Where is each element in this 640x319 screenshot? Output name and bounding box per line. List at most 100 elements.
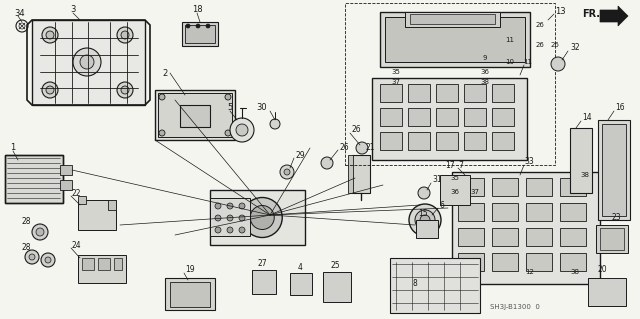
Text: 26: 26: [550, 42, 559, 48]
Bar: [436, 84, 458, 102]
Text: 3: 3: [70, 5, 76, 14]
Circle shape: [236, 124, 248, 136]
Circle shape: [230, 118, 254, 142]
Circle shape: [250, 205, 275, 229]
Bar: [526, 228, 552, 246]
Text: 37: 37: [392, 79, 401, 85]
Text: 11: 11: [506, 37, 515, 43]
Bar: [492, 228, 518, 246]
Text: 33: 33: [524, 158, 534, 167]
Circle shape: [42, 27, 58, 43]
Circle shape: [196, 24, 200, 28]
Circle shape: [73, 48, 101, 76]
Bar: [210, 190, 305, 245]
Bar: [165, 278, 215, 310]
Text: 20: 20: [597, 265, 607, 275]
Bar: [464, 132, 486, 150]
Circle shape: [117, 27, 133, 43]
Bar: [390, 258, 480, 313]
Bar: [78, 200, 116, 230]
Circle shape: [227, 227, 233, 233]
Text: 26: 26: [536, 22, 545, 28]
Text: 31: 31: [432, 175, 442, 184]
Circle shape: [45, 257, 51, 263]
Text: 13: 13: [555, 6, 566, 16]
Bar: [170, 282, 210, 307]
Text: 18: 18: [192, 5, 202, 14]
Bar: [78, 255, 126, 283]
Bar: [526, 203, 552, 221]
Bar: [114, 258, 122, 270]
Bar: [380, 108, 402, 126]
Bar: [492, 132, 514, 150]
Text: SH3J-B1300  0: SH3J-B1300 0: [490, 304, 540, 310]
Bar: [602, 124, 626, 216]
Circle shape: [225, 130, 231, 136]
Text: 7: 7: [458, 160, 463, 169]
Text: 36: 36: [481, 69, 490, 75]
Bar: [82, 258, 94, 270]
Bar: [440, 175, 470, 205]
Circle shape: [284, 169, 290, 175]
Circle shape: [42, 82, 58, 98]
Text: 23: 23: [612, 213, 621, 222]
Text: 36: 36: [451, 189, 460, 195]
Text: 16: 16: [615, 103, 625, 113]
Bar: [600, 228, 624, 250]
Bar: [596, 225, 628, 253]
Bar: [408, 108, 430, 126]
Bar: [405, 12, 500, 27]
Text: 38: 38: [481, 79, 490, 85]
Bar: [5, 155, 63, 203]
Circle shape: [46, 86, 54, 94]
Text: 37: 37: [470, 189, 479, 195]
Circle shape: [159, 94, 165, 100]
Circle shape: [239, 203, 245, 209]
Text: 9: 9: [483, 55, 487, 61]
Bar: [464, 84, 486, 102]
Bar: [408, 132, 430, 150]
Bar: [60, 165, 72, 175]
Bar: [560, 178, 586, 196]
Text: 10: 10: [506, 59, 515, 65]
Text: 27: 27: [257, 258, 267, 268]
Text: FR.: FR.: [582, 9, 600, 19]
Circle shape: [32, 224, 48, 240]
Text: 38: 38: [580, 172, 589, 178]
Text: 8: 8: [413, 278, 417, 287]
Circle shape: [551, 57, 565, 71]
Circle shape: [215, 227, 221, 233]
Circle shape: [420, 215, 430, 225]
Bar: [323, 272, 351, 302]
Bar: [380, 84, 402, 102]
Circle shape: [41, 253, 55, 267]
Bar: [158, 93, 232, 137]
Text: 22: 22: [72, 189, 81, 197]
Text: 6: 6: [440, 201, 445, 210]
Circle shape: [215, 203, 221, 209]
Bar: [252, 270, 276, 294]
Bar: [492, 203, 518, 221]
Bar: [598, 120, 630, 220]
Text: 5: 5: [227, 103, 232, 113]
Bar: [588, 278, 626, 306]
Text: 15: 15: [418, 209, 428, 218]
Bar: [380, 12, 530, 67]
Circle shape: [418, 187, 430, 199]
Text: 21: 21: [365, 144, 374, 152]
Circle shape: [239, 215, 245, 221]
Bar: [185, 25, 215, 43]
Text: 26: 26: [340, 143, 349, 152]
Bar: [452, 172, 600, 284]
Bar: [5, 155, 63, 203]
Bar: [182, 22, 218, 46]
Circle shape: [80, 55, 94, 69]
Text: 26: 26: [352, 125, 362, 135]
Circle shape: [186, 24, 190, 28]
Bar: [290, 273, 312, 295]
Text: 29: 29: [295, 151, 305, 160]
Circle shape: [29, 254, 35, 260]
Bar: [408, 84, 430, 102]
Bar: [180, 105, 210, 127]
Text: 28: 28: [22, 218, 31, 226]
